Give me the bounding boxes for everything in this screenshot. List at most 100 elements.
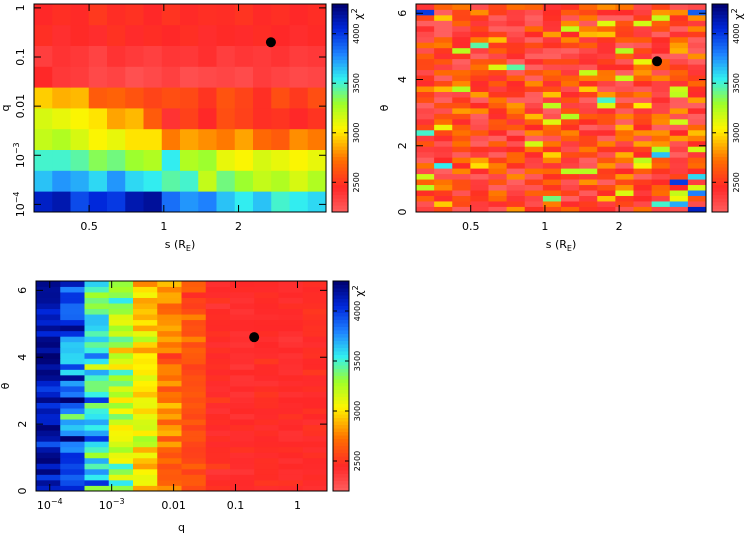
- heatmap-cell: [133, 446, 158, 453]
- heatmap-cell: [180, 87, 199, 109]
- heatmap-cell: [230, 463, 255, 470]
- heatmap-cell: [597, 151, 616, 158]
- heatmap-cell: [470, 162, 489, 169]
- heatmap-cell: [254, 325, 279, 332]
- heatmap-cells: [36, 281, 328, 492]
- heatmap-cell: [36, 452, 61, 459]
- colorbar-band: [332, 80, 348, 85]
- colorbar-band: [712, 184, 728, 189]
- heatmap-cell: [254, 419, 279, 426]
- heatmap-cell: [470, 118, 489, 125]
- heatmap-cell: [615, 140, 634, 147]
- heatmap-cell: [488, 47, 508, 54]
- heatmap-cell: [470, 14, 489, 21]
- heatmap-cell: [651, 118, 671, 125]
- heatmap-cell: [488, 151, 508, 158]
- heatmap-cell: [687, 102, 707, 109]
- heatmap-cell: [133, 380, 158, 387]
- heatmap-cell: [84, 468, 110, 475]
- heatmap-cell: [84, 303, 110, 310]
- heatmap-cell: [181, 485, 207, 492]
- heatmap-cell: [125, 66, 144, 88]
- heatmap-cell: [669, 184, 689, 191]
- colorbar-band: [332, 160, 348, 164]
- heatmap-cell: [561, 31, 580, 38]
- heatmap-cell: [633, 25, 653, 32]
- heatmap-cell: [542, 97, 562, 103]
- heatmap-cell: [506, 135, 526, 142]
- heatmap-cell: [669, 168, 689, 175]
- heatmap-cell: [88, 149, 108, 171]
- heatmap-cell: [230, 474, 255, 481]
- heatmap-cell: [52, 24, 71, 46]
- heatmap-cell: [687, 201, 707, 207]
- heatmap-cell: [452, 80, 471, 87]
- heatmap-cell: [506, 157, 526, 164]
- colorbar-band: [333, 281, 349, 285]
- colorbar-band: [332, 184, 348, 189]
- heatmap-cell: [416, 157, 435, 164]
- heatmap-cell: [216, 24, 236, 46]
- colorbar-band: [712, 59, 728, 64]
- heatmap-cell: [205, 369, 231, 376]
- heatmap-cell: [108, 424, 134, 431]
- heatmap-cell: [230, 479, 255, 486]
- colorbar-label: χ2: [730, 8, 745, 19]
- heatmap-cell: [651, 9, 671, 16]
- heatmap-cell: [253, 128, 272, 150]
- heatmap-cell: [524, 129, 544, 136]
- colorbar-band: [333, 396, 349, 401]
- heatmap-cell: [524, 69, 544, 76]
- heatmap-cell: [302, 413, 328, 420]
- heatmap-cell: [651, 179, 671, 186]
- heatmap-cell: [133, 435, 158, 442]
- heatmap-cell: [669, 86, 689, 92]
- heatmap-cell: [416, 173, 435, 180]
- heatmap-cell: [434, 190, 453, 196]
- heatmap-cell: [302, 325, 328, 332]
- colorbar-band: [332, 108, 348, 112]
- heatmap-cell: [289, 191, 309, 213]
- heatmap-cell: [84, 463, 110, 470]
- heatmap-cell: [254, 474, 279, 481]
- heatmap-cell: [157, 435, 182, 442]
- colorbar-band: [332, 111, 348, 116]
- heatmap-cell: [524, 36, 544, 43]
- heatmap-cell: [133, 457, 158, 464]
- colorbar-band: [332, 208, 348, 213]
- heatmap-cell: [108, 386, 134, 392]
- heatmap-cell: [434, 25, 453, 32]
- heatmap-cell: [687, 129, 707, 136]
- heatmap-cell: [524, 75, 544, 82]
- heatmap-cell: [506, 58, 526, 65]
- heatmap-cell: [307, 66, 327, 88]
- heatmap-cell: [615, 162, 634, 169]
- heatmap-cell: [488, 91, 508, 98]
- heatmap-cell: [470, 36, 489, 43]
- colorbar-band: [332, 132, 348, 137]
- colorbar-band: [332, 170, 348, 175]
- heatmap-cell: [70, 4, 90, 26]
- heatmap-cell: [107, 66, 126, 88]
- heatmap-cell: [52, 149, 71, 171]
- heatmap-cell: [181, 292, 207, 298]
- heatmap-cell: [687, 64, 707, 71]
- heatmap-cell: [524, 118, 544, 125]
- heatmap-cell: [669, 36, 689, 43]
- heatmap-cell: [597, 157, 616, 164]
- heatmap-cell: [60, 441, 85, 448]
- heatmap-cell: [669, 69, 689, 76]
- colorbar-band: [332, 187, 348, 192]
- heatmap-cell: [108, 391, 134, 398]
- colorbar-band: [333, 466, 349, 471]
- heatmap-cell: [157, 358, 182, 365]
- heatmap-cell: [651, 124, 671, 131]
- heatmap-cell: [470, 173, 489, 180]
- heatmap-cell: [687, 162, 707, 169]
- heatmap-cell: [669, 31, 689, 38]
- heatmap-cell: [416, 151, 435, 158]
- heatmap-cell: [542, 69, 562, 76]
- heatmap-cell: [198, 4, 217, 26]
- colorbar-band: [712, 180, 728, 185]
- heatmap-cell: [157, 374, 182, 381]
